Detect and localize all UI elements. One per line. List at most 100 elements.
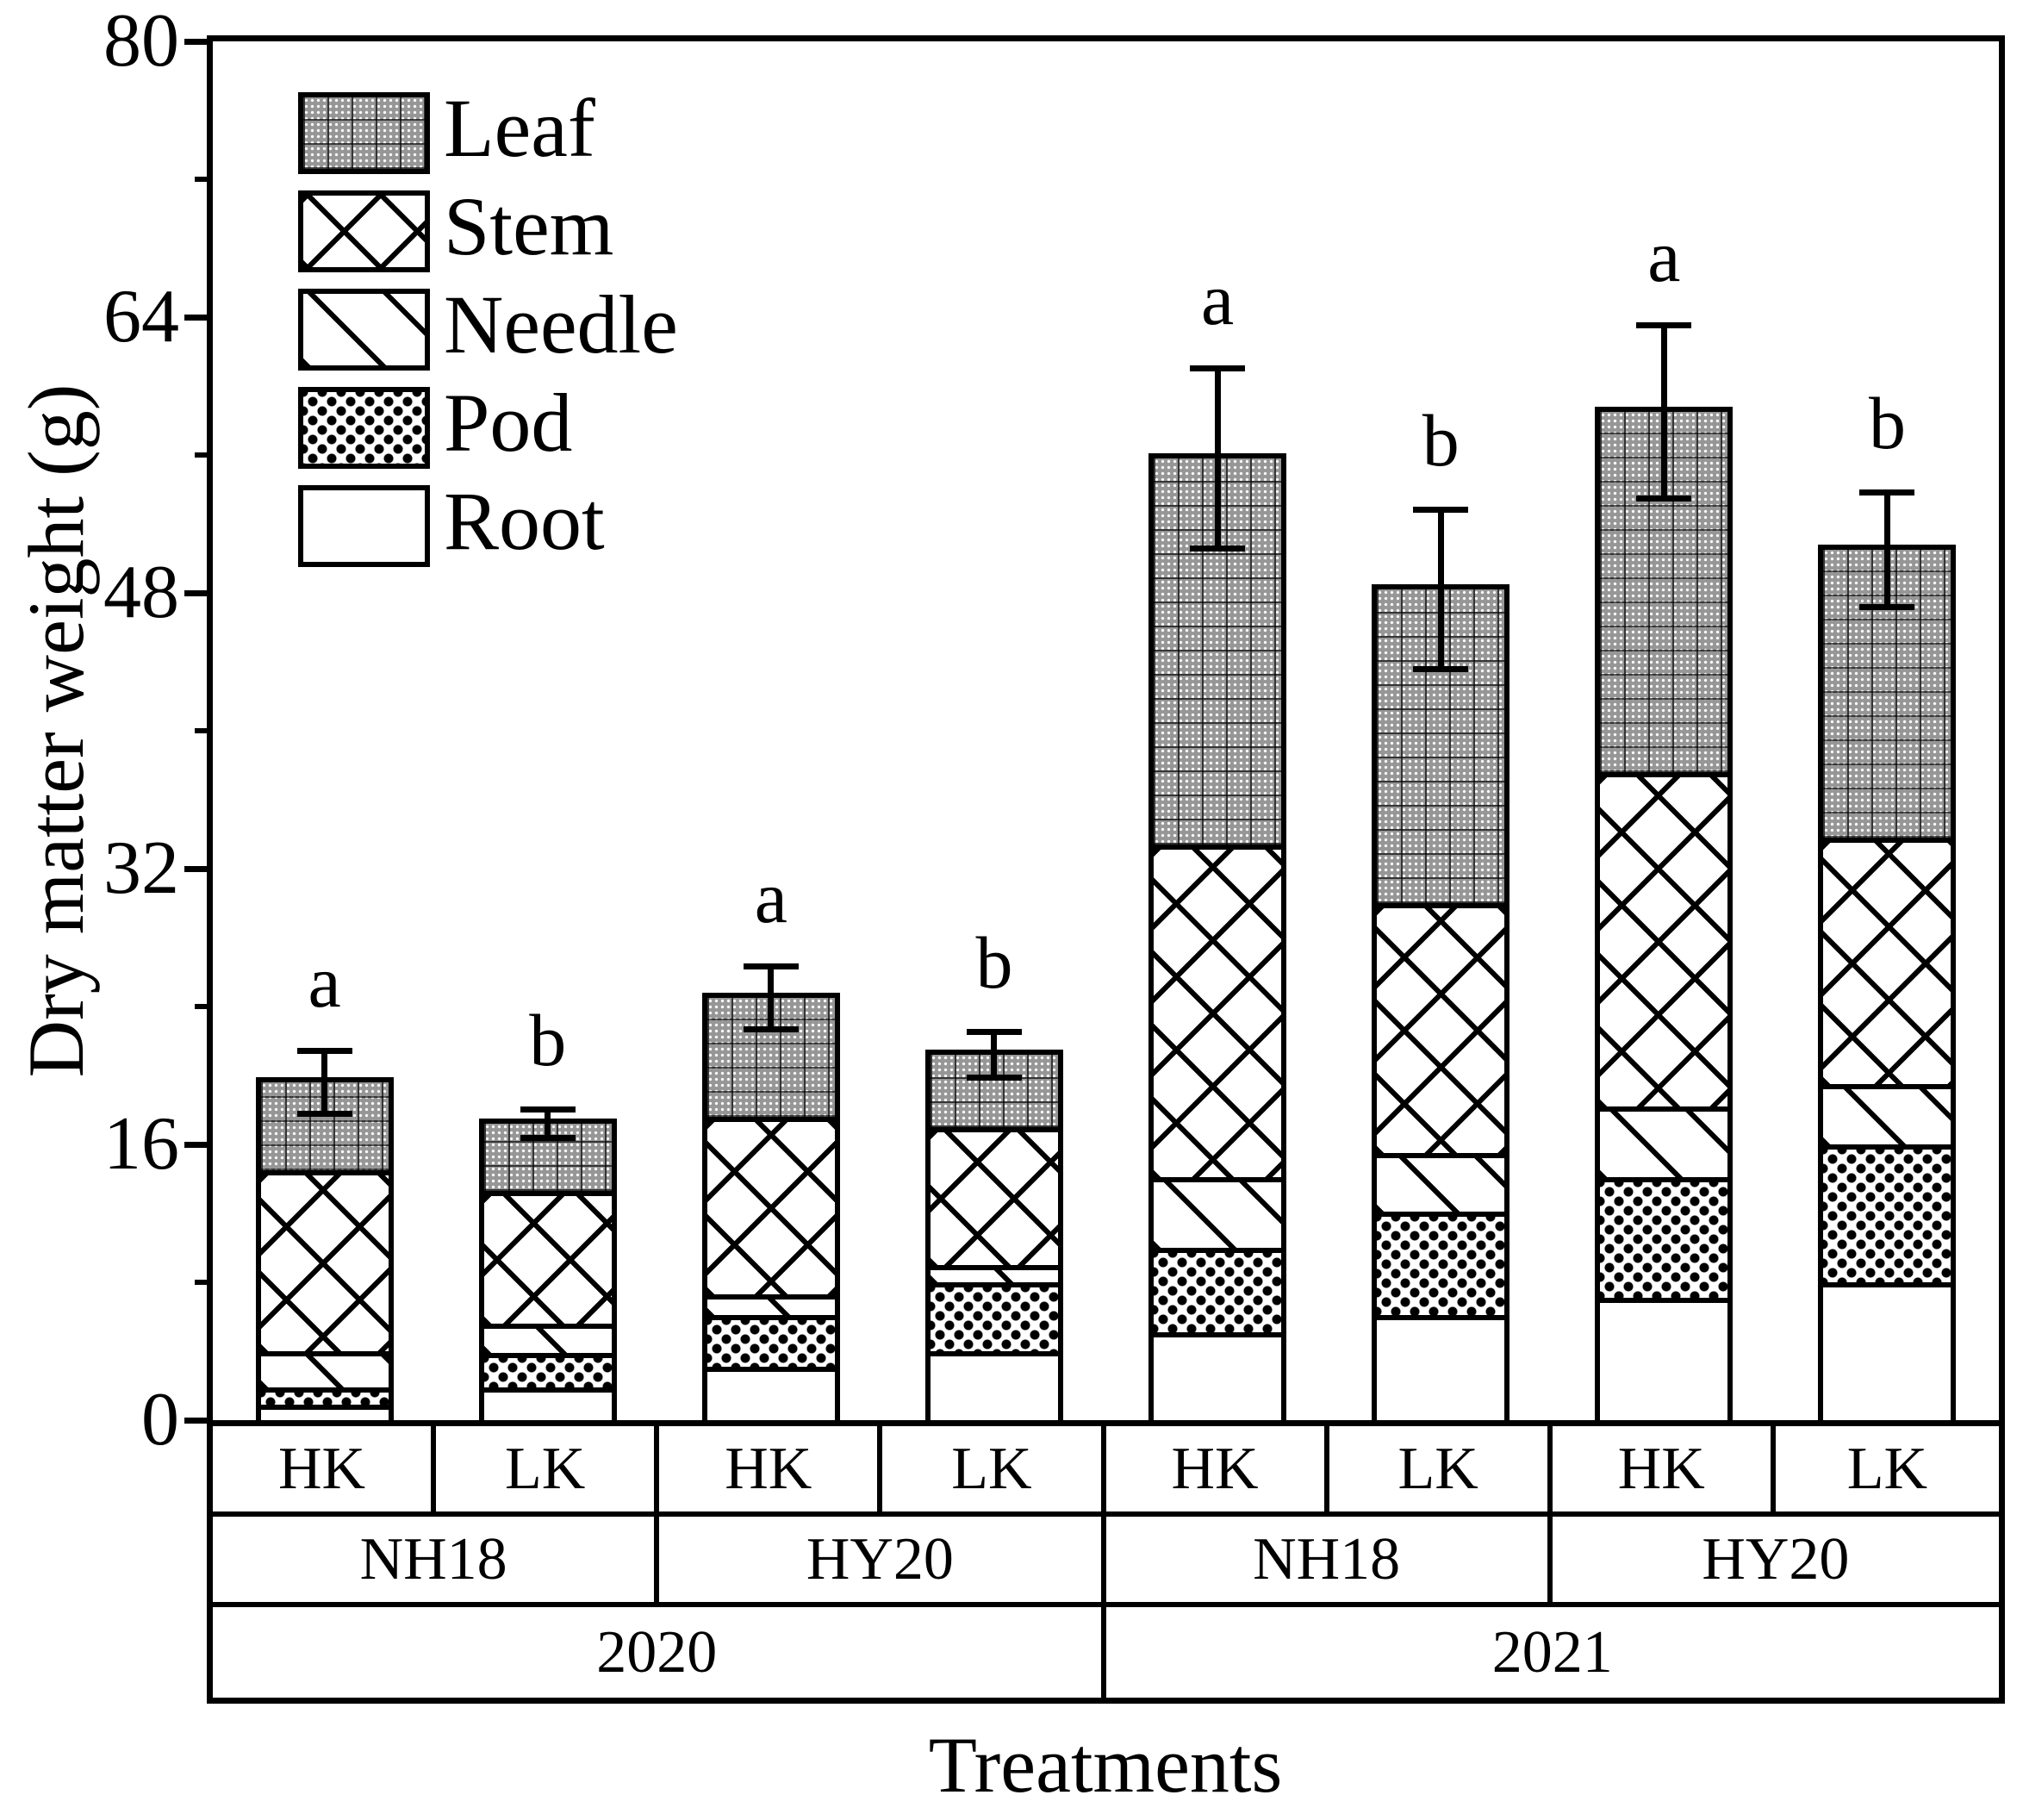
- segment-pod: [483, 1353, 612, 1387]
- significance-letter: b: [1422, 399, 1460, 482]
- error-bar-line: [768, 963, 775, 1032]
- y-axis-title: Dry matter weight (g): [12, 383, 100, 1078]
- cultivar-cell: HY20: [659, 1517, 1106, 1607]
- segment-root: [1377, 1315, 1505, 1420]
- bar-2021-HY20-HK: [1595, 407, 1734, 1425]
- y-axis-tick-label: 48: [103, 551, 179, 634]
- treatment-cell: LK: [1775, 1426, 1999, 1517]
- segment-leaf: [483, 1124, 612, 1191]
- bar-2020-HY20-LK: [924, 1050, 1063, 1425]
- treatment-cell: HK: [659, 1426, 883, 1517]
- segment-pod: [1823, 1144, 1951, 1282]
- error-bar-top-cap: [1636, 322, 1692, 328]
- segment-root: [1600, 1298, 1728, 1420]
- segment-needle: [260, 1351, 389, 1387]
- x-axis-title: Treatments: [928, 1721, 1283, 1809]
- segment-root: [706, 1367, 835, 1420]
- significance-letter: b: [975, 921, 1013, 1004]
- error-bar-line: [545, 1106, 551, 1141]
- segment-needle: [1600, 1106, 1728, 1177]
- y-axis-tick-label: 32: [103, 826, 179, 910]
- y-axis-tick-label: 0: [141, 1378, 179, 1462]
- error-bar-top-cap: [1190, 365, 1246, 371]
- error-bar-bottom-cap: [966, 1075, 1022, 1081]
- treatment-cell: HK: [1105, 1426, 1329, 1517]
- y-axis-tick-label: 64: [103, 275, 179, 358]
- segment-needle: [930, 1265, 1058, 1282]
- error-bar-bottom-cap: [1190, 545, 1246, 552]
- cultivar-cell: NH18: [1105, 1517, 1553, 1607]
- stem-pattern-swatch-icon: [298, 190, 430, 272]
- y-axis-minor-tick: [195, 1004, 207, 1009]
- error-bar-top-cap: [966, 1029, 1022, 1035]
- error-bar-line: [321, 1048, 328, 1117]
- error-bar: [1413, 507, 1469, 672]
- error-bar-line: [1437, 507, 1444, 672]
- treatment-cell: HK: [1552, 1426, 1776, 1517]
- error-bar: [966, 1029, 1022, 1081]
- segment-stem: [1377, 903, 1505, 1153]
- y-axis-major-tick: [184, 1417, 207, 1424]
- segment-stem: [483, 1191, 612, 1324]
- error-bar: [520, 1106, 576, 1141]
- significance-letter: b: [529, 999, 567, 1081]
- segment-pod: [1154, 1248, 1282, 1332]
- segment-needle: [706, 1294, 835, 1315]
- segment-pod: [706, 1315, 835, 1367]
- cultivar-cell: NH18: [213, 1517, 660, 1607]
- significance-letter: a: [308, 940, 341, 1023]
- treatment-cell: LK: [1329, 1426, 1553, 1517]
- y-axis-major-tick: [184, 314, 207, 321]
- x-axis-group-table: HK LK HK LK HK LK HK LK NH18 HY20 NH18 HY20 2020 2021: [207, 1420, 2005, 1704]
- y-axis-tick-label: 80: [103, 0, 179, 83]
- y-axis-minor-tick: [195, 452, 207, 458]
- segment-stem: [1154, 845, 1282, 1177]
- treatment-cell: LK: [436, 1426, 660, 1517]
- axis-table-row: 2020 2021: [213, 1607, 1999, 1698]
- treatment-cell: LK: [882, 1426, 1106, 1517]
- legend-label-leaf: Leaf: [444, 82, 595, 174]
- error-bar-line: [1214, 365, 1221, 552]
- year-cell: 2021: [1491, 1618, 1613, 1686]
- error-bar-bottom-cap: [743, 1026, 799, 1032]
- segment-root: [930, 1351, 1058, 1420]
- segment-needle: [1823, 1084, 1951, 1144]
- segment-needle: [1377, 1153, 1505, 1212]
- segment-leaf: [706, 998, 835, 1117]
- needle-pattern-swatch-icon: [298, 289, 430, 371]
- bar-2021-NH18-HK: [1148, 453, 1287, 1425]
- segment-needle: [483, 1324, 612, 1353]
- significance-letter: a: [1647, 215, 1681, 297]
- error-bar-bottom-cap: [1636, 496, 1692, 502]
- error-bar: [1859, 489, 1915, 610]
- year-cell: 2020: [213, 1607, 1106, 1698]
- error-bar-bottom-cap: [296, 1111, 352, 1117]
- root-pattern-swatch-icon: [298, 485, 430, 567]
- error-bar: [1190, 365, 1246, 552]
- error-bar-line: [1660, 322, 1667, 502]
- segment-stem: [1823, 838, 1951, 1084]
- error-bar-bottom-cap: [520, 1135, 576, 1141]
- error-bar-line: [991, 1029, 998, 1081]
- segment-pod: [260, 1387, 389, 1405]
- error-bar: [1636, 322, 1692, 502]
- segment-pod: [1377, 1212, 1505, 1315]
- bar-2020-NH18-HK: [255, 1077, 394, 1425]
- error-bar-top-cap: [1413, 507, 1469, 513]
- error-bar-bottom-cap: [1859, 604, 1915, 610]
- y-axis-major-tick: [184, 38, 207, 45]
- significance-letter: a: [1200, 258, 1235, 340]
- treatment-cell: HK: [213, 1426, 437, 1517]
- y-axis-minor-tick: [195, 728, 207, 733]
- cultivar-cell: HY20: [1552, 1517, 1999, 1607]
- segment-stem: [260, 1170, 389, 1351]
- error-bar: [296, 1048, 352, 1117]
- error-bar-top-cap: [1859, 489, 1915, 496]
- y-axis-minor-tick: [195, 177, 207, 182]
- significance-letter: a: [754, 856, 787, 938]
- leaf-pattern-swatch-icon: [298, 92, 430, 174]
- y-axis-major-tick: [184, 865, 207, 872]
- error-bar-top-cap: [743, 963, 799, 969]
- significance-letter: b: [1868, 382, 1906, 464]
